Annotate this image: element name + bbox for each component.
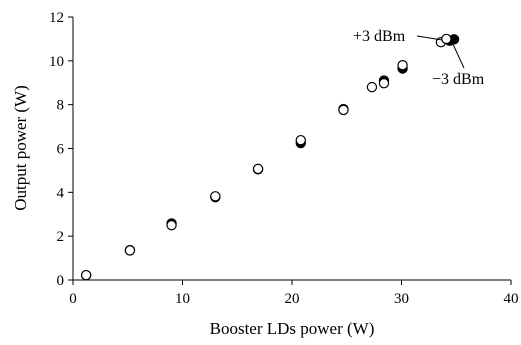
- annotation-minus-3dbm: −3 dBm: [432, 71, 485, 88]
- annotation-leader-minus-3dbm: [452, 44, 465, 69]
- data-point-open: [80, 269, 92, 281]
- data-point-open: [166, 220, 177, 231]
- data-point-open: [397, 60, 408, 71]
- data-point-open: [124, 245, 136, 256]
- y-tick-label: 10: [49, 54, 64, 70]
- y-tick-label: 4: [57, 185, 65, 201]
- axes: [72, 17, 511, 281]
- data-point-open: [366, 81, 378, 93]
- y-tick-label: 12: [49, 10, 64, 26]
- series-filled-markers: [80, 34, 460, 281]
- y-tick-label: 0: [57, 273, 65, 289]
- annotation-leader-plus-3dbm: [416, 35, 442, 41]
- x-tick-label: 0: [69, 291, 77, 307]
- y-tick-label: 2: [57, 229, 65, 245]
- y-tick-label: 8: [57, 98, 65, 114]
- data-point-open: [338, 104, 349, 116]
- x-tick-label: 20: [285, 291, 300, 307]
- series-open-markers: [80, 33, 452, 281]
- x-tick-label: 10: [175, 291, 190, 307]
- y-tick-label: 6: [57, 142, 65, 158]
- data-point-open: [441, 33, 452, 45]
- data-point-open: [295, 134, 306, 146]
- x-axis-title: Booster LDs power (W): [210, 319, 375, 338]
- y-axis-title: Output power (W): [11, 85, 30, 211]
- y-axis-ticks: 0 2 4 6 8 10 12: [49, 10, 73, 289]
- annotations: +3 dBm −3 dBm: [353, 28, 485, 88]
- annotation-plus-3dbm: +3 dBm: [353, 28, 406, 45]
- x-tick-label: 40: [504, 291, 519, 307]
- x-tick-label: 30: [394, 291, 409, 307]
- data-point-open: [378, 77, 390, 89]
- data-point-open: [210, 191, 221, 202]
- x-axis-ticks: 0 10 20 30 40: [69, 280, 519, 307]
- data-point-open: [252, 163, 264, 175]
